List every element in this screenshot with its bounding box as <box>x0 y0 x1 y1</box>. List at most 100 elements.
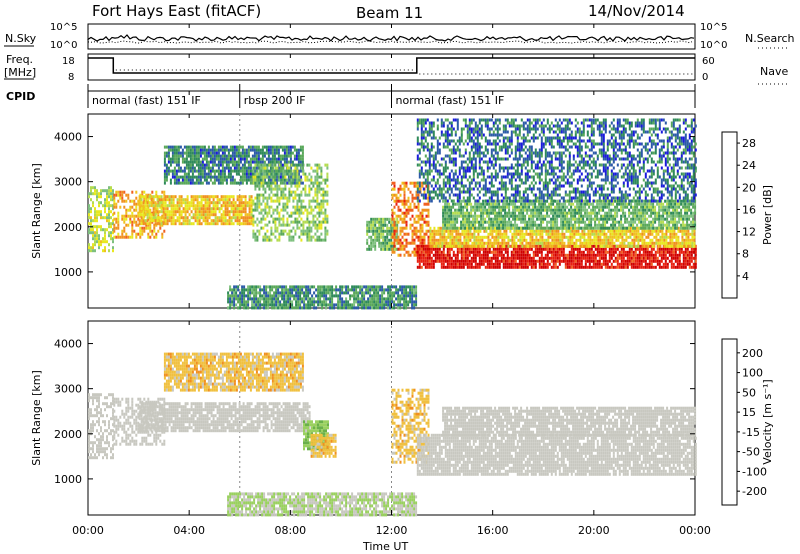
power-cell <box>442 217 445 221</box>
power-cell <box>516 217 519 221</box>
power-cell <box>294 193 297 197</box>
power-cell <box>495 229 498 233</box>
power-cell <box>488 247 491 251</box>
power-cell <box>258 211 261 215</box>
power-cell <box>251 145 254 149</box>
power-cell <box>108 192 110 196</box>
power-cell <box>192 207 195 211</box>
power-cell <box>92 201 94 205</box>
power-cell <box>513 244 516 248</box>
power-cell <box>604 259 607 263</box>
power-cell <box>221 181 224 185</box>
power-cell <box>259 148 262 152</box>
power-cell <box>160 198 163 202</box>
power-cell <box>322 187 325 191</box>
power-cell <box>548 247 551 251</box>
power-cell <box>688 265 691 269</box>
power-cell <box>483 229 486 233</box>
power-cell <box>494 205 497 209</box>
power-cell <box>441 238 444 242</box>
power-cell <box>257 157 260 161</box>
power-cell <box>230 201 233 205</box>
power-cell <box>310 178 313 182</box>
power-cell <box>231 145 234 149</box>
power-cell <box>666 265 669 269</box>
power-cell <box>649 232 652 236</box>
power-cell <box>208 201 211 205</box>
power-cell <box>636 262 639 266</box>
power-cell <box>173 151 176 155</box>
power-cell <box>300 190 303 194</box>
power-cell <box>546 211 549 215</box>
power-cell <box>615 235 618 239</box>
power-cell <box>682 256 685 260</box>
power-cell <box>684 256 687 260</box>
power-cell <box>174 204 177 208</box>
power-cell <box>106 192 108 196</box>
power-cell <box>403 193 406 197</box>
power-cell <box>546 223 549 227</box>
power-cell <box>391 196 394 200</box>
power-cell <box>295 154 298 158</box>
power-cell <box>322 199 325 203</box>
power-cell <box>564 214 567 218</box>
power-cell <box>290 163 293 167</box>
power-cell <box>199 166 202 170</box>
power-cell <box>431 229 434 233</box>
power-cell <box>409 241 412 245</box>
power-cell <box>370 226 373 230</box>
power-cell <box>605 232 608 236</box>
power-cell <box>176 198 179 202</box>
power-cell <box>413 232 416 236</box>
power-cell <box>236 222 239 226</box>
power-cell <box>606 265 609 269</box>
power-cell <box>108 234 110 238</box>
power-cell <box>502 223 505 227</box>
power-cell <box>302 211 305 215</box>
power-cell <box>411 199 414 203</box>
power-cell <box>225 166 228 170</box>
power-cell <box>388 217 391 221</box>
power-cell <box>110 210 112 214</box>
power-cell <box>463 232 466 236</box>
power-cell <box>252 232 255 236</box>
power-cell <box>276 166 279 170</box>
power-cell <box>467 241 470 245</box>
power-cell <box>131 190 134 194</box>
power-cell <box>676 256 679 260</box>
power-cell <box>188 219 191 223</box>
power-cell <box>227 148 230 152</box>
power-cell <box>472 217 475 221</box>
power-cell <box>234 204 237 208</box>
power-cell <box>154 207 157 211</box>
power-cell <box>409 217 412 221</box>
power-cell <box>256 196 259 200</box>
power-cell <box>393 244 396 248</box>
power-cell <box>167 169 170 173</box>
power-cell <box>557 235 560 239</box>
power-cell <box>282 190 285 194</box>
power-cell <box>490 208 493 212</box>
power-cell <box>304 172 307 176</box>
power-cell <box>283 169 286 173</box>
power-cell <box>253 181 256 185</box>
power-cell <box>443 241 446 245</box>
power-cell <box>497 232 500 236</box>
power-cell <box>168 216 171 220</box>
power-cell <box>418 250 421 254</box>
power-cell <box>266 235 269 239</box>
power-cell <box>230 207 233 211</box>
power-cell <box>453 235 456 239</box>
power-cell <box>164 210 167 214</box>
power-cell <box>189 154 192 158</box>
power-cell <box>466 214 469 218</box>
power-cell <box>320 181 323 185</box>
power-cell <box>191 148 194 152</box>
power-cell <box>140 198 143 202</box>
power-cell <box>288 172 291 176</box>
power-cell <box>240 198 243 202</box>
power-cell <box>247 151 250 155</box>
power-cell <box>479 238 482 242</box>
power-cell <box>474 262 477 266</box>
power-cell <box>444 211 447 215</box>
